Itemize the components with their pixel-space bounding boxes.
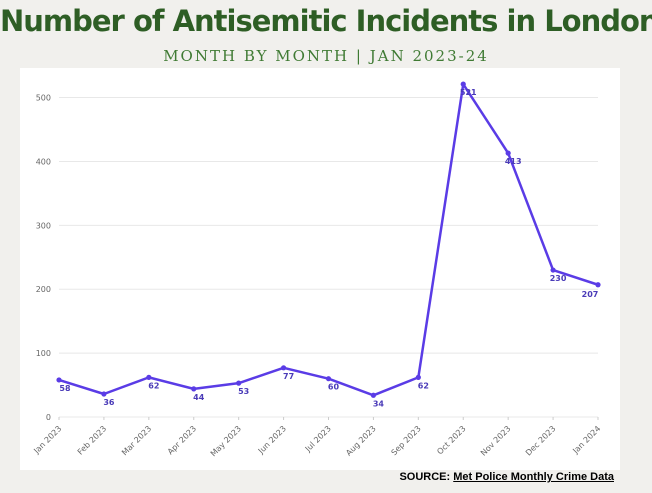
- x-tick-label: Aug 2023: [344, 424, 378, 458]
- source-link[interactable]: Met Police Monthly Crime Data: [453, 471, 614, 483]
- data-label: 62: [148, 381, 159, 390]
- grid-lines: [59, 97, 598, 418]
- data-point: [191, 386, 197, 392]
- source-label: SOURCE:: [399, 471, 451, 483]
- data-label: 34: [373, 399, 385, 408]
- chart-panel: [20, 68, 620, 470]
- series-polyline: [58, 82, 599, 397]
- data-point: [505, 150, 511, 156]
- x-tick-label: Jan 2023: [31, 424, 63, 456]
- x-tick-label: Oct 2023: [435, 424, 467, 456]
- data-label: 58: [59, 384, 71, 393]
- data-label: 207: [582, 290, 599, 299]
- x-tick-label: Mar 2023: [120, 424, 153, 457]
- y-tick-label: 500: [36, 94, 51, 103]
- data-point: [236, 380, 242, 386]
- data-point: [101, 391, 107, 397]
- x-tick-label: May 2023: [209, 424, 243, 458]
- x-tick-label: Jan 2024: [570, 424, 602, 456]
- y-axis-ticks: 0 100 200 300 400 500: [36, 94, 51, 422]
- data-point: [370, 392, 377, 398]
- chart-title: Number of Antisemitic Incidents in Londo…: [0, 4, 652, 38]
- series-line: [58, 82, 599, 397]
- x-tick-label: Dec 2023: [524, 424, 558, 458]
- y-tick-label: 400: [36, 157, 51, 166]
- y-tick-label: 100: [36, 349, 51, 358]
- data-label: 77: [283, 372, 294, 381]
- data-point: [415, 374, 421, 380]
- source-note: SOURCE: Met Police Monthly Crime Data: [399, 471, 614, 483]
- chart-subtitle: MONTH BY MONTH | JAN 2023-24: [163, 47, 489, 65]
- data-label: 60: [328, 383, 340, 392]
- x-tick-label: Jun 2023: [256, 424, 288, 456]
- data-point: [56, 377, 62, 383]
- x-tick-label: Feb 2023: [76, 424, 109, 457]
- data-point: [595, 282, 601, 288]
- x-axis-ticks: Jan 2023 Feb 2023 Mar 2023 Apr 2023 May 2023…: [31, 417, 602, 458]
- x-tick-label: Apr 2023: [166, 424, 198, 456]
- data-points: [56, 81, 601, 398]
- data-point: [460, 81, 466, 87]
- data-labels: 58 36 62 44 53 77 60 34 62 521 413 230 207: [59, 88, 598, 408]
- y-tick-label: 0: [46, 413, 51, 422]
- data-point: [325, 376, 332, 382]
- y-tick-label: 300: [36, 221, 51, 230]
- x-tick-label: Jul 2023: [303, 424, 333, 454]
- data-point: [146, 374, 152, 380]
- x-tick-label: Nov 2023: [479, 424, 513, 458]
- data-label: 413: [505, 157, 522, 166]
- data-label: 44: [193, 393, 205, 402]
- data-label: 521: [460, 88, 477, 97]
- data-point: [550, 267, 556, 273]
- data-label: 36: [103, 398, 115, 407]
- data-label: 53: [238, 387, 249, 396]
- data-label: 230: [550, 274, 567, 283]
- data-point: [280, 365, 287, 371]
- x-tick-label: Sep 2023: [390, 424, 423, 457]
- y-tick-label: 200: [36, 285, 51, 294]
- data-label: 62: [418, 381, 429, 390]
